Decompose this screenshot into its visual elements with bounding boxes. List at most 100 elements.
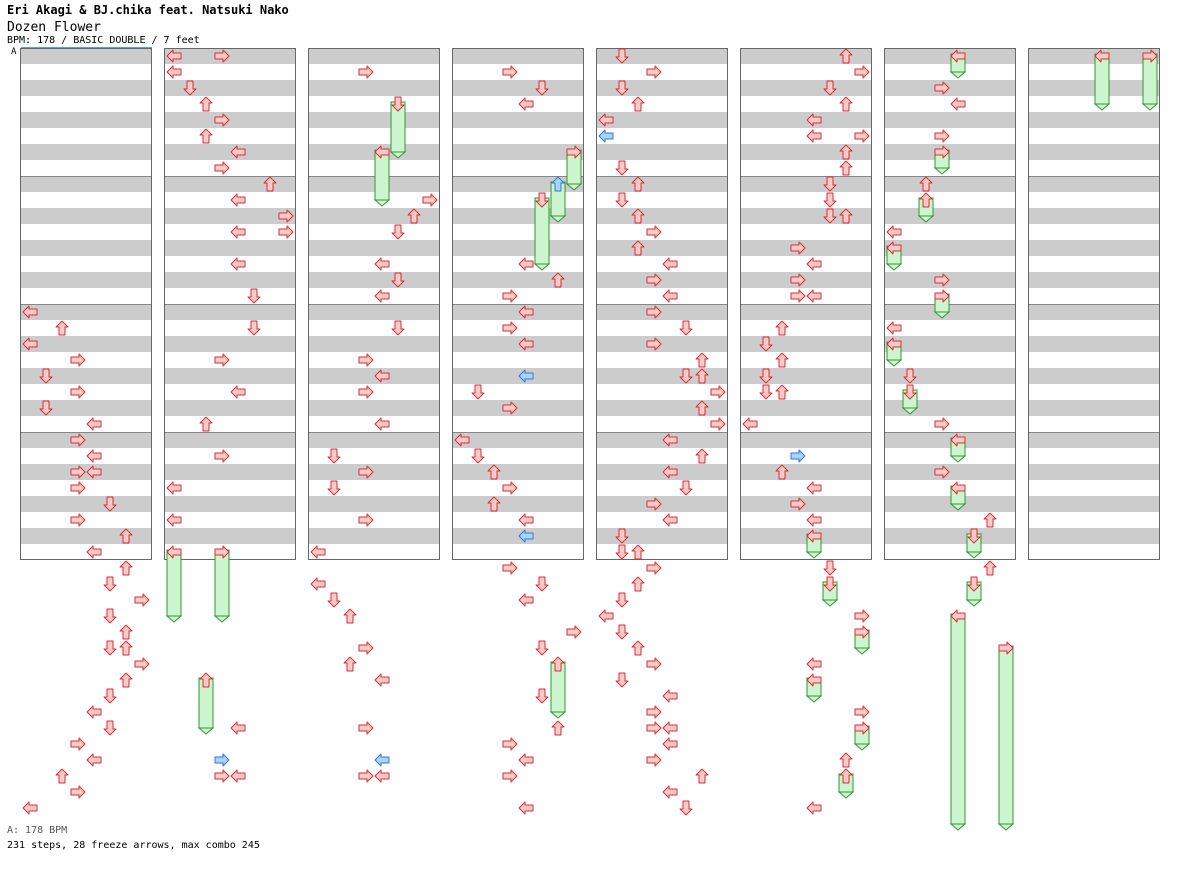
arrow-left xyxy=(662,289,678,303)
arrow-left xyxy=(662,433,678,447)
row-stripe xyxy=(1028,320,1160,336)
row-stripe xyxy=(1028,176,1160,192)
row-stripe xyxy=(884,256,1016,272)
freeze-arrow-tail xyxy=(533,263,551,271)
row-stripe xyxy=(884,240,1016,256)
row-stripe xyxy=(452,64,584,80)
row-stripe xyxy=(884,528,1016,544)
row-stripe xyxy=(1028,352,1160,368)
arrow-down xyxy=(535,192,549,208)
row-stripe xyxy=(20,176,152,192)
chart-column xyxy=(20,48,152,560)
row-stripe xyxy=(596,448,728,464)
row-stripe xyxy=(452,416,584,432)
row-stripe xyxy=(164,336,296,352)
row-stripe xyxy=(20,464,152,480)
arrow-left xyxy=(886,321,902,335)
arrow-down xyxy=(535,80,549,96)
row-stripe xyxy=(1028,464,1160,480)
arrow-down xyxy=(759,368,773,384)
row-stripe xyxy=(308,528,440,544)
row-stripe xyxy=(20,288,152,304)
row-stripe xyxy=(740,272,872,288)
row-stripe xyxy=(1028,192,1160,208)
arrow-right xyxy=(358,721,374,735)
row-stripe xyxy=(308,480,440,496)
row-stripe xyxy=(1028,272,1160,288)
arrow-right xyxy=(358,769,374,783)
arrow-down xyxy=(823,80,837,96)
row-stripe xyxy=(1028,480,1160,496)
row-stripe xyxy=(596,176,728,192)
chart-column xyxy=(308,48,440,560)
row-stripe xyxy=(740,528,872,544)
row-stripe xyxy=(884,336,1016,352)
row-stripe xyxy=(308,368,440,384)
row-stripe xyxy=(308,288,440,304)
freeze-arrow-body xyxy=(1142,53,1158,105)
arrow-down xyxy=(615,624,629,640)
arrow-right xyxy=(358,353,374,367)
arrow-down xyxy=(471,384,485,400)
row-stripe xyxy=(308,432,440,448)
arrow-right xyxy=(502,561,518,575)
arrow-up xyxy=(55,768,69,784)
arrow-right xyxy=(134,657,150,671)
arrow-right xyxy=(1142,49,1158,63)
row-stripe xyxy=(308,160,440,176)
row-stripe xyxy=(164,192,296,208)
shock-arrow-right xyxy=(790,449,806,463)
row-stripe xyxy=(20,384,152,400)
arrow-right xyxy=(790,289,806,303)
row-stripe xyxy=(164,80,296,96)
arrow-up xyxy=(839,144,853,160)
freeze-arrow-tail xyxy=(885,263,903,271)
arrow-down xyxy=(615,544,629,560)
arrow-up xyxy=(487,496,501,512)
row-stripe xyxy=(1028,416,1160,432)
row-stripe xyxy=(20,224,152,240)
arrow-left xyxy=(310,545,326,559)
row-stripe xyxy=(308,240,440,256)
row-stripe xyxy=(1028,256,1160,272)
row-stripe xyxy=(884,176,1016,192)
row-stripe xyxy=(164,304,296,320)
shock-arrow-left xyxy=(518,529,534,543)
arrow-up xyxy=(199,672,213,688)
freeze-arrow-tail xyxy=(949,455,967,463)
row-stripe xyxy=(20,512,152,528)
freeze-arrow-tail xyxy=(965,599,983,607)
row-stripe xyxy=(740,288,872,304)
row-stripe xyxy=(20,496,152,512)
row-stripe xyxy=(884,416,1016,432)
arrow-up xyxy=(839,752,853,768)
row-stripe xyxy=(740,48,872,64)
arrow-right xyxy=(854,609,870,623)
row-stripe xyxy=(164,512,296,528)
arrow-right xyxy=(70,513,86,527)
arrow-right xyxy=(854,721,870,735)
freeze-arrow-tail xyxy=(373,199,391,207)
arrow-down xyxy=(967,528,981,544)
arrow-down xyxy=(615,192,629,208)
arrow-up xyxy=(343,608,357,624)
row-stripe xyxy=(596,48,728,64)
arrow-left xyxy=(86,545,102,559)
arrow-down xyxy=(615,528,629,544)
row-stripe xyxy=(596,480,728,496)
arrow-down xyxy=(679,480,693,496)
row-stripe xyxy=(1028,112,1160,128)
arrow-right xyxy=(854,625,870,639)
arrow-up xyxy=(407,208,421,224)
arrow-down xyxy=(39,400,53,416)
freeze-arrow-tail xyxy=(885,359,903,367)
row-stripe xyxy=(452,144,584,160)
row-stripe xyxy=(740,480,872,496)
row-stripe xyxy=(740,544,872,560)
arrow-left xyxy=(86,417,102,431)
row-stripe xyxy=(164,64,296,80)
row-stripe xyxy=(164,544,296,560)
arrow-right xyxy=(502,289,518,303)
arrow-up xyxy=(551,720,565,736)
row-stripe xyxy=(20,80,152,96)
